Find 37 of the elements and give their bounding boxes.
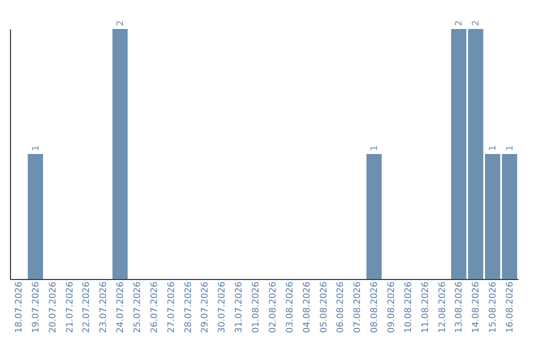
data-label: 1 (488, 145, 499, 151)
data-label: 2 (472, 20, 482, 26)
x-tick-label: 22.07.2026 (82, 281, 92, 334)
x-tick-label: 26.07.2026 (150, 281, 160, 334)
x-tick-label: 24.07.2026 (116, 281, 126, 334)
x-tick-label: 18.07.2026 (14, 281, 24, 334)
x-tick-label: 10.08.2026 (404, 281, 414, 334)
x-tick-label: 05.08.2026 (319, 281, 330, 334)
x-tick-label: 03.08.2026 (285, 281, 296, 334)
x-tick-label: 09.08.2026 (387, 281, 397, 334)
x-tick-label: 19.07.2026 (31, 281, 42, 334)
x-tick-label: 29.07.2026 (200, 281, 211, 334)
x-tick-label: 21.07.2026 (65, 281, 76, 334)
x-tick-label: 27.07.2026 (166, 281, 177, 334)
x-tick-label: 07.08.2026 (353, 281, 364, 334)
x-tick-label: 28.07.2026 (184, 281, 194, 334)
data-label: 1 (506, 145, 516, 151)
data-label: 1 (31, 145, 42, 151)
x-tick-label: 25.07.2026 (133, 281, 143, 334)
x-tick-label: 08.08.2026 (370, 281, 380, 334)
x-tick-label: 01.08.2026 (252, 281, 262, 334)
x-tick-label: 06.08.2026 (336, 281, 346, 334)
data-label: 1 (370, 145, 380, 151)
data-label: 2 (454, 20, 465, 26)
x-tick-label: 31.07.2026 (234, 281, 245, 334)
x-tick-label: 30.07.2026 (218, 281, 228, 334)
x-tick-label: 02.08.2026 (268, 281, 278, 334)
x-tick-label: 11.08.2026 (420, 281, 431, 334)
x-tick-label: 16.08.2026 (506, 281, 516, 334)
x-tick-label: 04.08.2026 (302, 281, 312, 334)
data-label: 2 (116, 20, 126, 26)
x-tick-label: 23.07.2026 (99, 281, 110, 334)
x-tick-label: 14.08.2026 (472, 281, 482, 334)
x-tick-label: 20.07.2026 (48, 281, 58, 334)
x-tick-label: 13.08.2026 (454, 281, 465, 334)
x-tick-label: 12.08.2026 (438, 281, 448, 334)
x-tick-label: 15.08.2026 (488, 281, 499, 334)
